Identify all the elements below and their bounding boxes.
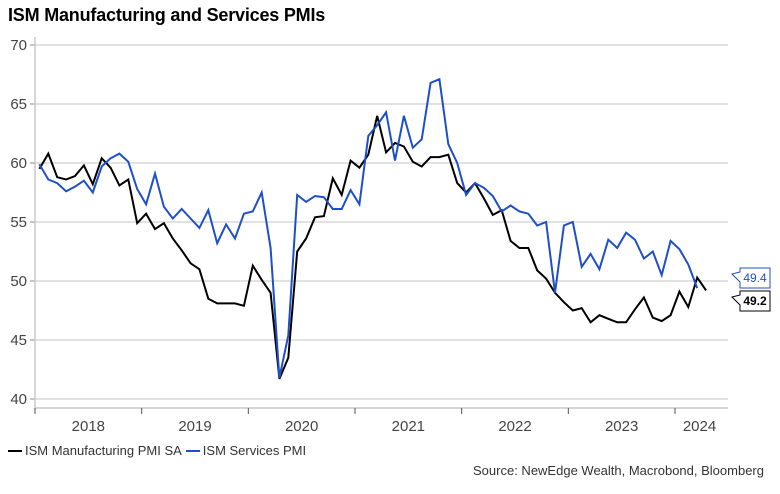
- x-axis-labels: 2018 2019 2020 2021 2022 2023 2024: [72, 418, 717, 435]
- y-tick-label: 40: [10, 391, 27, 408]
- legend-label-manufacturing: ISM Manufacturing PMI SA: [25, 443, 182, 458]
- x-tick-label: 2019: [178, 418, 211, 435]
- manufacturing-end-label: 49.2: [743, 294, 767, 308]
- legend-swatch-manufacturing: [8, 449, 22, 452]
- x-tick-label: 2020: [285, 418, 318, 435]
- manufacturing-end-label-box: [731, 290, 771, 312]
- legend-item-manufacturing[interactable]: ISM Manufacturing PMI SA: [8, 443, 182, 458]
- legend-label-services: ISM Services PMI: [202, 443, 307, 458]
- services-line: [38, 77, 699, 379]
- series-lines: [38, 77, 707, 380]
- gridlines: [30, 44, 728, 400]
- legend-item-services[interactable]: ISM Services PMI: [185, 443, 307, 458]
- y-tick-label: 55: [10, 214, 27, 231]
- services-end-label: 49.4: [743, 271, 767, 285]
- services-end-label-box: [731, 267, 771, 289]
- end-value-labels: 49.4 49.2: [731, 267, 771, 312]
- x-tick-label: 2023: [605, 418, 638, 435]
- y-tick-label: 65: [10, 96, 27, 113]
- legend: ISM Manufacturing PMI SA ISM Services PM…: [8, 443, 310, 458]
- x-tick-label: 2024: [683, 418, 716, 435]
- y-tick-label: 70: [10, 37, 27, 54]
- x-tick-label: 2018: [72, 418, 105, 435]
- x-tick-label: 2021: [392, 418, 425, 435]
- chart-title: ISM Manufacturing and Services PMIs: [8, 5, 326, 25]
- source-note: Source: NewEdge Wealth, Macrobond, Bloom…: [473, 463, 764, 478]
- x-tick-label: 2022: [498, 418, 531, 435]
- axes: [34, 37, 728, 414]
- y-axis-labels: 40 45 50 55 60 65 70: [10, 37, 27, 408]
- manufacturing-line: [38, 115, 707, 380]
- legend-swatch-services: [185, 449, 200, 452]
- y-tick-label: 60: [10, 155, 27, 172]
- y-tick-label: 45: [10, 332, 27, 349]
- y-tick-label: 50: [10, 273, 27, 290]
